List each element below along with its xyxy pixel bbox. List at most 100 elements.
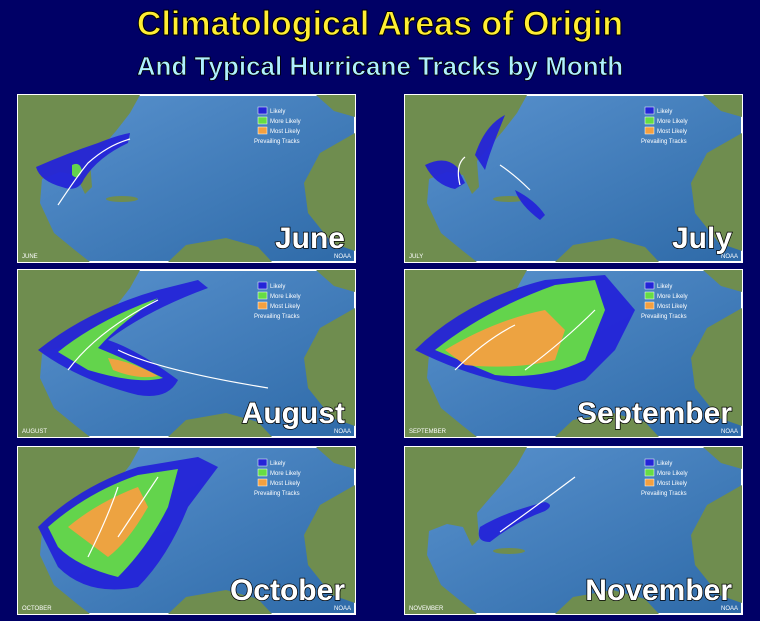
month-label: NOVEMBER [409, 606, 444, 612]
origin-area [68, 487, 148, 557]
month-label: AUGUST [22, 429, 47, 435]
land [168, 238, 272, 262]
month-label: JUNE [22, 254, 38, 260]
month-label: SEPTEMBER [409, 429, 447, 435]
month-name: August [242, 397, 345, 430]
track [499, 476, 576, 533]
land [304, 133, 355, 251]
legend-label: Likely [270, 109, 285, 115]
credit: NOAA [334, 429, 351, 435]
subtitle: And Typical Hurricane Tracks by Month [137, 51, 623, 81]
legend-label: Likely [657, 284, 672, 290]
origin-area [38, 280, 208, 396]
legend-swatch [257, 281, 268, 290]
legend-label: Most Likely [657, 129, 687, 135]
legend-label: More Likely [270, 294, 301, 300]
legend-label: Most Likely [657, 481, 687, 487]
island [493, 548, 525, 554]
legend-label: Prevailing Tracks [641, 139, 687, 145]
title: Climatological Areas of Origin [137, 5, 623, 43]
legend-label: Prevailing Tracks [641, 314, 687, 320]
legend-label: More Likely [657, 294, 688, 300]
legend-label: Prevailing Tracks [254, 491, 300, 497]
legend-swatch [644, 301, 655, 310]
track [57, 138, 131, 206]
legend-swatch [257, 106, 268, 115]
origin-area [36, 133, 130, 189]
legend-swatch [257, 301, 268, 310]
legend-swatch [257, 116, 268, 125]
legend-label: Prevailing Tracks [254, 139, 300, 145]
legend-swatch [644, 478, 655, 487]
origin-area [58, 298, 163, 381]
credit: NOAA [721, 254, 738, 260]
month-label: OCTOBER [22, 606, 52, 612]
land [168, 590, 272, 614]
origin-area [445, 310, 565, 367]
legend-swatch [644, 116, 655, 125]
land [703, 447, 742, 469]
legend-label: Likely [657, 109, 672, 115]
land [316, 447, 355, 469]
land [703, 95, 742, 117]
land [691, 308, 742, 426]
month-name: June [275, 222, 345, 255]
legend-label: Most Likely [270, 129, 300, 135]
map-panel: Likely More Likely Most Likely Prevailing T… [17, 269, 356, 438]
island [493, 196, 525, 202]
month-name: July [672, 222, 732, 255]
legend-swatch [257, 291, 268, 300]
month-name: October [230, 574, 345, 607]
land [405, 95, 527, 262]
origin-area [425, 115, 545, 220]
legend-label: Most Likely [270, 304, 300, 310]
month-name: September [577, 397, 732, 430]
legend-label: Prevailing Tracks [641, 491, 687, 497]
land [316, 95, 355, 117]
legend-swatch [257, 468, 268, 477]
island [106, 196, 138, 202]
legend-label: Most Likely [657, 304, 687, 310]
land [555, 238, 659, 262]
legend-label: More Likely [657, 471, 688, 477]
legend-label: Most Likely [270, 481, 300, 487]
land [304, 485, 355, 603]
map-panel: Likely More Likely Most Likely Prevailing T… [404, 94, 743, 263]
land [304, 308, 355, 426]
month-name: November [585, 574, 732, 607]
map-panel: Likely More Likely Most Likely Prevailing T… [17, 94, 356, 263]
legend-swatch [644, 458, 655, 467]
land [703, 270, 742, 292]
track [454, 309, 596, 371]
land [691, 133, 742, 251]
land [168, 413, 272, 437]
land [405, 447, 527, 614]
legend-label: Likely [657, 461, 672, 467]
legend-swatch [257, 458, 268, 467]
track [457, 156, 531, 191]
track [67, 299, 269, 389]
track [87, 476, 159, 558]
legend-label: Likely [270, 461, 285, 467]
month-label: JULY [409, 254, 423, 260]
origin-area [108, 358, 158, 378]
land [316, 270, 355, 292]
map-panel: Likely More Likely Most Likely Prevailing T… [17, 446, 356, 615]
credit: NOAA [721, 429, 738, 435]
legend-swatch [257, 478, 268, 487]
land [555, 413, 659, 437]
legend-label: More Likely [657, 119, 688, 125]
land [691, 485, 742, 603]
credit: NOAA [334, 606, 351, 612]
legend-swatch [644, 281, 655, 290]
credit: NOAA [721, 606, 738, 612]
legend-label: Likely [270, 284, 285, 290]
map-panel: Likely More Likely Most Likely Prevailing T… [404, 446, 743, 615]
legend-swatch [644, 126, 655, 135]
legend-swatch [257, 126, 268, 135]
credit: NOAA [334, 254, 351, 260]
legend-label: More Likely [270, 119, 301, 125]
legend-swatch [644, 106, 655, 115]
legend-label: More Likely [270, 471, 301, 477]
